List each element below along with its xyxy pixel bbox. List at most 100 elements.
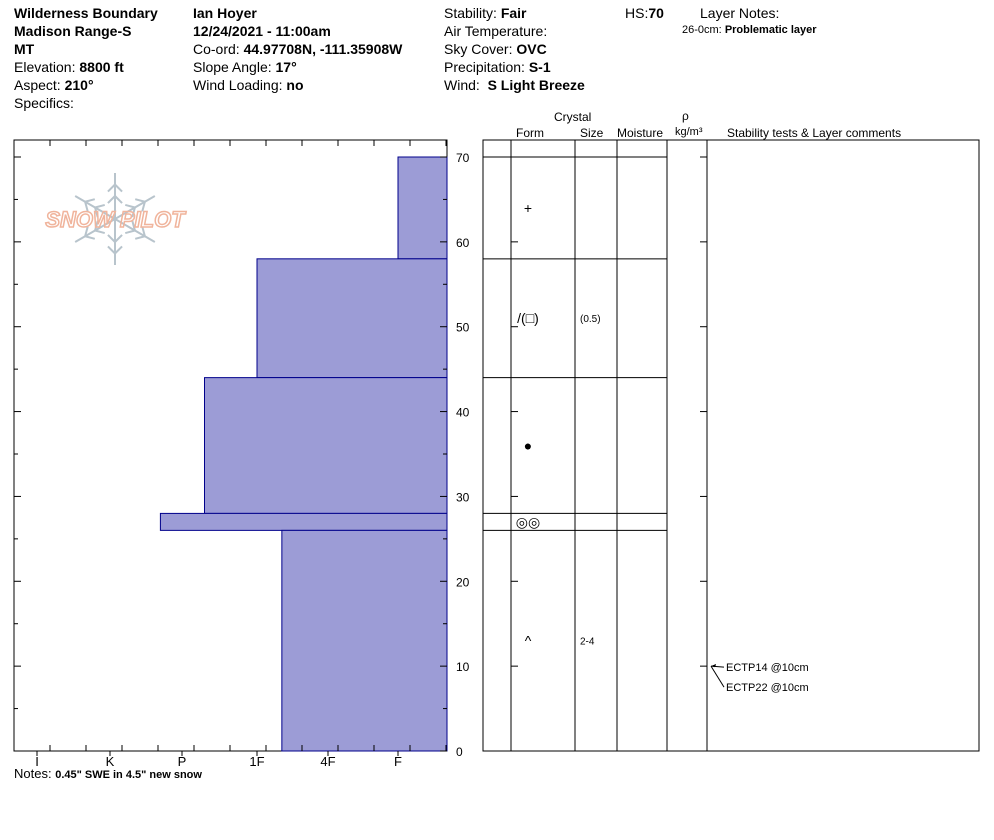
flake-branch (125, 229, 136, 235)
density-unit-header: kg/m³ (675, 126, 703, 138)
notes: Notes: 0.45" SWE in 4.5" new snow (14, 766, 202, 783)
hs-label: HS: (625, 5, 649, 21)
stability-tests: ECTP14 @10cm ECTP22 @10cm (710, 662, 809, 694)
hardness-layers (159, 156, 448, 752)
air-temp-label: Air Temperature: (444, 23, 548, 39)
slope-label: Slope Angle: (193, 59, 272, 75)
site-state: MT (14, 41, 35, 57)
hs-value: 70 (648, 5, 664, 21)
stability-test-label: ECTP14 @10cm (726, 662, 809, 674)
layer-note: 26-0cm: Problematic layer (682, 23, 817, 37)
depth-label: 0 (456, 745, 463, 759)
observation-info: Ian Hoyer 12/24/2021 - 11:00am Co-ord: 4… (193, 4, 402, 94)
flake-branch (114, 245, 123, 255)
snowflake-icon (74, 173, 156, 265)
flake-branch (84, 226, 89, 237)
specifics-label: Specifics: (14, 95, 74, 111)
test-pointer (710, 665, 725, 688)
hardness-layer-0 (397, 156, 448, 260)
observer-name: Ian Hoyer (193, 5, 257, 21)
flake-branch (84, 198, 96, 203)
flake-branch (131, 220, 136, 231)
depth-axis: 0 10 20 30 40 50 60 70 (14, 151, 707, 759)
crystal-form-depth-hoar-icon: ^ (525, 633, 532, 649)
sky-row: Sky Cover: OVC (444, 40, 585, 58)
arrow-icon (711, 664, 716, 668)
snowpilot-logo: SNOW PILOT (45, 173, 187, 265)
depth-label: 60 (456, 236, 470, 250)
notes-label: Notes: (14, 766, 52, 781)
flake-branch (114, 183, 123, 193)
flake-branch (94, 203, 105, 209)
flake-branch (134, 235, 146, 240)
stability-label: Stability: (444, 5, 497, 21)
stability-test-label: ECTP22 @10cm (726, 682, 809, 694)
hardness-layer-1 (256, 258, 448, 379)
sky-value: OVC (516, 41, 547, 57)
tests-header: Stability tests & Layer comments (727, 126, 902, 140)
sky-label: Sky Cover: (444, 41, 513, 57)
coord-row: Co-ord: 44.97708N, -111.35908W (193, 40, 402, 58)
site-info: Wilderness Boundary Madison Range-S MT E… (14, 4, 158, 112)
flake-branch (84, 201, 89, 212)
flake-branch (114, 195, 123, 204)
notes-text: 0.45" SWE in 4.5" new snow (55, 769, 202, 781)
flake-branch (107, 234, 116, 243)
depth-label: 30 (456, 490, 470, 504)
coord-label: Co-ord: (193, 41, 240, 57)
crystal-table-frame (482, 139, 980, 752)
depth-label: 40 (456, 406, 470, 420)
depth-label: 10 (456, 660, 470, 674)
stability-value: Fair (500, 5, 527, 21)
hardness-layer-3 (159, 512, 448, 531)
coord-value: 44.97708N, -111.35908W (243, 41, 403, 57)
flake-branch (94, 220, 99, 231)
stability-row: Stability: Fair (444, 4, 585, 22)
hardness-layer-2 (204, 377, 448, 514)
elevation-label: Elevation: (14, 59, 76, 75)
crystal-header: Crystal (554, 110, 592, 124)
flake-branch (84, 235, 96, 240)
size-header: Size (580, 126, 604, 140)
precip-label: Precipitation: (444, 59, 525, 75)
logo-text: SNOW PILOT (45, 207, 186, 232)
flake-branch (141, 226, 146, 237)
site-name: Wilderness Boundary (14, 5, 158, 21)
wind-row: Wind: S Light Breeze (444, 76, 585, 94)
hardness-label: F (394, 754, 402, 769)
hardness-label: I (35, 754, 39, 769)
rho-header: ρ (682, 109, 689, 123)
crystal-size: 2-4 (580, 637, 595, 648)
wind-loading-label: Wind Loading: (193, 77, 283, 93)
aspect-label: Aspect: (14, 77, 61, 93)
site-range: Madison Range-S (14, 23, 132, 39)
hardness-label: P (178, 754, 187, 769)
flake-branch (125, 203, 136, 209)
crystal-form-decomposing-to-faceted-icon: /(□) (517, 310, 539, 326)
wind-value: S Light Breeze (487, 77, 585, 93)
hardness-label: 4F (320, 754, 335, 769)
slope-value: 17° (275, 59, 297, 75)
crystal-form-precip-particle-icon: + (524, 200, 532, 216)
flake-branch (131, 207, 136, 218)
hardness-axis: I K P 1F 4F F (13, 140, 447, 769)
elevation-value: 8800 ft (79, 59, 124, 75)
layer-note-range: 26-0cm: (682, 24, 722, 36)
depth-label: 70 (456, 151, 470, 165)
wind-label: Wind: (444, 77, 480, 93)
crystal-form-melt-forms-icon: ◎◎ (516, 514, 540, 530)
precip-value: S-1 (528, 59, 551, 75)
hardness-label: 1F (249, 754, 264, 769)
flake-branch (134, 198, 146, 203)
flake-branch (94, 229, 105, 235)
hardness-layer-4 (281, 529, 448, 752)
precip-row: Precipitation: S-1 (444, 58, 585, 76)
moisture-header: Moisture (617, 126, 664, 140)
flake-branch (107, 245, 116, 255)
hs-row: HS:70 (625, 4, 664, 22)
crystal-form-rounded-grains-icon: ● (524, 438, 532, 454)
observation-datetime: 12/24/2021 - 11:00am (193, 23, 331, 39)
crystal-size: (0.5) (580, 314, 601, 325)
slope-row: Slope Angle: 17° (193, 58, 402, 76)
